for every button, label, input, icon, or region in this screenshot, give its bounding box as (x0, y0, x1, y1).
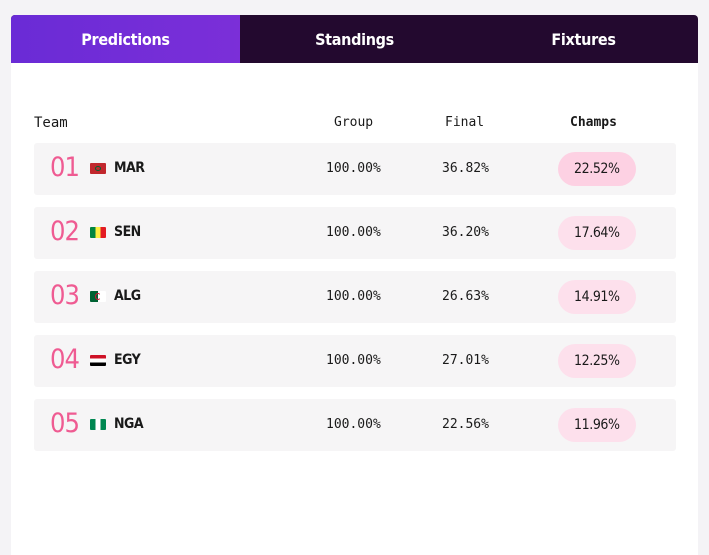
nigeria-flag-icon (90, 419, 106, 430)
final-probability: 27.01% (442, 353, 489, 368)
group-probability: 100.00% (326, 417, 381, 432)
group-probability: 100.00% (326, 225, 381, 240)
table-row[interactable]: 05 NGA 100.00% 22.56% 11.96% (34, 399, 676, 451)
team-code: NGA (114, 416, 143, 432)
final-probability: 36.20% (442, 225, 489, 240)
predictions-table: Team Group Final Champs 01 MAR 100.00% 3… (34, 115, 676, 463)
team-code: ALG (114, 288, 141, 304)
final-probability: 36.82% (442, 161, 489, 176)
morocco-flag-icon (90, 163, 106, 174)
table-row[interactable]: 01 MAR 100.00% 36.82% 22.52% (34, 143, 676, 195)
header-team: Team (34, 115, 68, 131)
champs-probability-badge: 22.52% (558, 152, 636, 186)
header-final: Final (445, 115, 484, 130)
group-probability: 100.00% (326, 161, 381, 176)
predictions-card: Predictions Standings Fixtures Team Grou… (11, 15, 698, 555)
team-code: SEN (114, 224, 141, 240)
table-header: Team Group Final Champs (34, 115, 676, 143)
champs-probability-badge: 14.91% (558, 280, 636, 314)
champs-probability-badge: 12.25% (558, 344, 636, 378)
tab-fixtures[interactable]: Fixtures (469, 15, 698, 63)
champs-probability-badge: 17.64% (558, 216, 636, 250)
table-row[interactable]: 03 ALG 100.00% 26.63% 14.91% (34, 271, 676, 323)
senegal-flag-icon (90, 227, 106, 238)
champs-probability-badge: 11.96% (558, 408, 636, 442)
tab-bar: Predictions Standings Fixtures (11, 15, 698, 63)
rank: 03 (50, 280, 79, 311)
rank: 04 (50, 344, 79, 375)
egypt-flag-icon (90, 355, 106, 366)
team-code: MAR (114, 160, 145, 176)
table-row[interactable]: 04 EGY 100.00% 27.01% 12.25% (34, 335, 676, 387)
team-code: EGY (114, 352, 140, 368)
algeria-flag-icon (90, 291, 106, 302)
header-group: Group (334, 115, 373, 130)
final-probability: 22.56% (442, 417, 489, 432)
rank: 01 (50, 152, 79, 183)
table-row[interactable]: 02 SEN 100.00% 36.20% 17.64% (34, 207, 676, 259)
final-probability: 26.63% (442, 289, 489, 304)
header-champs: Champs (570, 115, 617, 130)
tab-standings[interactable]: Standings (240, 15, 469, 63)
group-probability: 100.00% (326, 353, 381, 368)
tab-predictions[interactable]: Predictions (11, 15, 240, 63)
rank: 05 (50, 408, 79, 439)
rank: 02 (50, 216, 79, 247)
group-probability: 100.00% (326, 289, 381, 304)
